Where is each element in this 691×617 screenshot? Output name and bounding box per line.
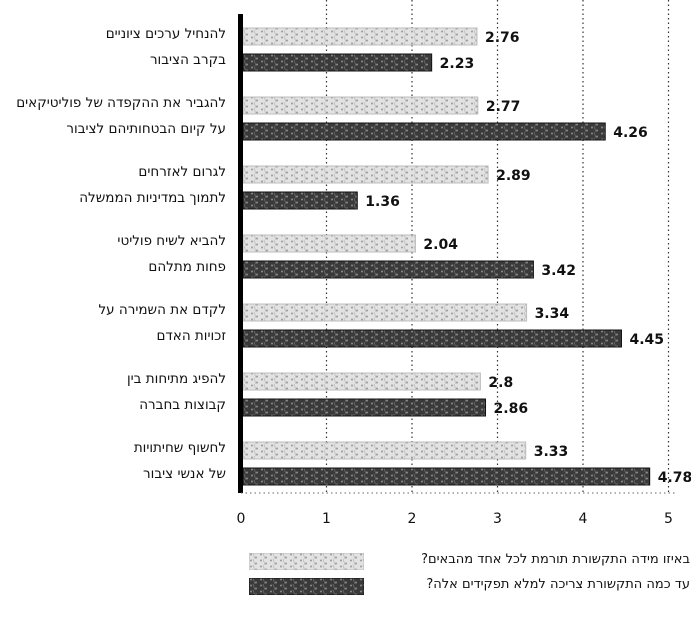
data-label: 2.77: [486, 99, 521, 115]
x-tick-label: 3: [493, 511, 502, 527]
category-label: להפיג מתיחות בין: [126, 371, 226, 387]
data-label: 1.36: [365, 194, 400, 210]
category-label: של אנשי ציבור: [143, 466, 226, 482]
category-label: לחשוף שחיתויות: [133, 440, 226, 456]
bar-contribution: [242, 441, 527, 460]
category-label: בקרב הציבור: [149, 52, 226, 68]
x-tick-label: 5: [664, 511, 673, 527]
category-label: לתמוך במדיניות הממשלה: [79, 190, 226, 206]
category-label: קבוצות בחברה: [139, 397, 226, 413]
bar-contribution: [242, 303, 528, 322]
bar-contribution: [242, 372, 481, 391]
category-label: להגביר את ההקפדה של פוליטיקאים: [16, 95, 226, 111]
data-label: 2.86: [494, 401, 529, 417]
data-label: 2.89: [496, 168, 531, 184]
data-label: 3.33: [534, 444, 569, 460]
axes: 0 1 2 3 4 5: [237, 14, 677, 527]
data-label: 2.8: [488, 375, 513, 391]
y-axis: [238, 14, 243, 493]
category-label: זכויות האדם: [156, 328, 226, 344]
bar-contribution: [242, 27, 478, 46]
x-tick-label: 0: [237, 511, 246, 527]
x-tick-label: 1: [322, 511, 331, 527]
bars: 2.76 2.23 2.77 4.26 2.89 1.36 2.04 3.42 3.34 4.45…: [242, 27, 691, 486]
bar-should-fulfil: [242, 122, 606, 141]
bar-should-fulfil: [242, 53, 433, 72]
bar-contribution: [242, 96, 479, 115]
x-tick-label: 2: [408, 511, 417, 527]
category-label: פחות מתלהם: [148, 259, 226, 275]
data-label: 2.76: [485, 30, 520, 46]
category-label: לקדם את השמירה על: [98, 302, 227, 318]
data-label: 3.42: [541, 263, 576, 279]
category-label: על קיום הבטחותיהם לציבור: [66, 121, 226, 137]
category-label: להביא לשיח פוליטי: [117, 233, 226, 249]
bar-should-fulfil: [242, 329, 622, 348]
data-label: 2.04: [423, 237, 458, 253]
data-label: 4.45: [629, 332, 664, 348]
data-label: 4.26: [613, 125, 648, 141]
x-tick-label: 4: [579, 511, 588, 527]
bar-should-fulfil: [242, 398, 487, 417]
data-label: 3.34: [535, 306, 570, 322]
bar-should-fulfil: [242, 467, 651, 486]
category-label: לגרום לאזרחים: [138, 164, 226, 180]
bar-contribution: [242, 234, 416, 253]
category-label: להנחיל ערכים ציוניים: [105, 26, 226, 42]
data-label: 2.23: [440, 56, 475, 72]
data-label: 4.78: [658, 470, 691, 486]
bar-should-fulfil: [242, 191, 358, 210]
bar-should-fulfil: [242, 260, 534, 279]
bar-contribution: [242, 165, 489, 184]
